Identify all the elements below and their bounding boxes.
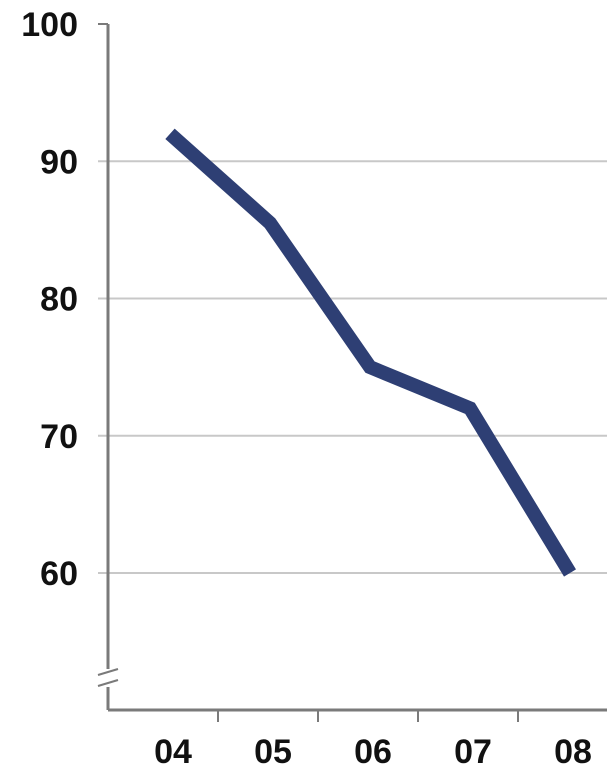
- axis-break-gap: [104, 669, 112, 687]
- y-tick-label: 80: [40, 281, 78, 319]
- x-tick-label: 04: [154, 733, 192, 769]
- series-layer: [165, 128, 576, 577]
- x-tick-label: 08: [554, 733, 592, 769]
- axis-layer: [97, 24, 607, 722]
- x-tick-label: 06: [354, 733, 392, 769]
- grid-layer: [98, 23, 607, 574]
- axis-break-mark: [97, 668, 119, 676]
- x-tick-label: 07: [454, 733, 492, 769]
- x-tick-label: 05: [254, 733, 292, 769]
- y-tick-label: 70: [40, 418, 78, 456]
- label-layer: 60 70 80 90 100 04 05 06 07 08: [21, 6, 592, 769]
- y-tick-label: 100: [21, 6, 78, 44]
- series-line-0: [165, 128, 576, 577]
- axis-break-mark: [97, 679, 119, 687]
- y-tick-label: 90: [40, 143, 78, 181]
- y-tick-label: 60: [40, 555, 78, 593]
